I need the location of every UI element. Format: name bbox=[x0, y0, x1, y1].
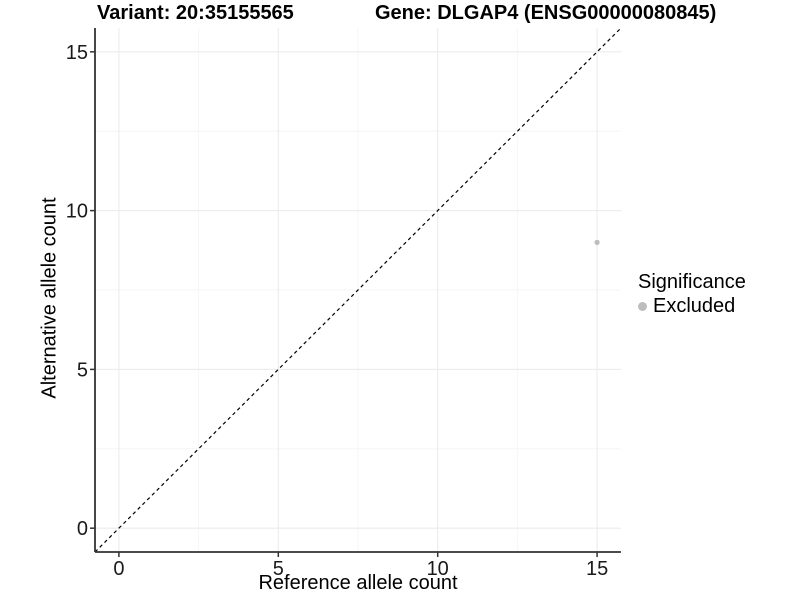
y-tick-label: 10 bbox=[66, 201, 88, 223]
plot-title-variant: Variant: 20:35155565 bbox=[97, 2, 294, 24]
x-tick-label: 15 bbox=[586, 558, 608, 580]
data-point bbox=[594, 239, 600, 245]
x-tick-label: 5 bbox=[273, 558, 284, 580]
legend-key-dot-icon bbox=[638, 302, 647, 311]
y-tick-label: 15 bbox=[66, 42, 88, 64]
legend: Significance Excluded bbox=[638, 271, 746, 318]
y-tick-label: 5 bbox=[77, 359, 88, 381]
legend-title: Significance bbox=[638, 271, 746, 293]
x-tick-label: 10 bbox=[427, 558, 449, 580]
x-axis-title: Reference allele count bbox=[258, 572, 458, 594]
x-tick-label: 0 bbox=[113, 558, 124, 580]
legend-item-label: Excluded bbox=[653, 295, 736, 317]
y-tick-label: 0 bbox=[77, 518, 88, 540]
y-axis-title: Alternative allele count bbox=[38, 197, 61, 399]
plot-title-gene: Gene: DLGAP4 (ENSG00000080845) bbox=[375, 2, 717, 24]
legend-item-excluded: Excluded bbox=[638, 295, 746, 318]
identity-reference-line bbox=[94, 27, 622, 553]
